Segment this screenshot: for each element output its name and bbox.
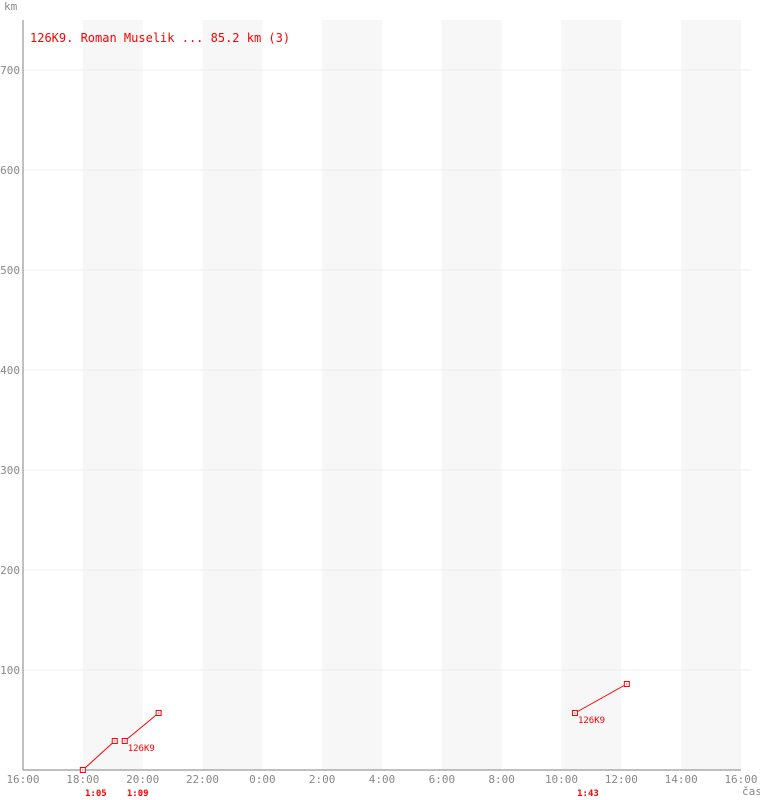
x-tick-label: 16:00 [724,773,757,786]
series-data-label: 126K9 [128,744,155,754]
y-axis-label: km [4,0,18,13]
series-line [82,740,116,771]
chart-title: 126K9. Roman Muselik ... 85.2 km (3) [30,31,290,45]
x-tick-label: 8:00 [488,773,515,786]
data-point-dot [626,683,628,685]
data-point-dot [82,769,84,771]
x-tick-label: 0:00 [249,773,276,786]
x-tick-label: 6:00 [429,773,456,786]
background-bands [82,20,741,770]
data-point-dot [114,740,116,742]
y-tick-label: 300 [0,464,20,477]
x-tick-label: 20:00 [126,773,159,786]
background-band [561,20,622,770]
y-tick-label: 700 [0,64,20,77]
duration-label: 1:43 [577,789,599,799]
data-point-dot [124,740,126,742]
grid-lines [23,69,751,671]
x-tick-label: 2:00 [309,773,336,786]
series-segment: 126K9 1:09 [121,710,162,799]
background-band [681,20,741,770]
series-line [124,712,159,742]
x-tick-label: 22:00 [186,773,219,786]
x-tick-label: 4:00 [369,773,396,786]
y-tick-label: 400 [0,364,20,377]
y-tick-label: 500 [0,264,20,277]
x-tick-label: 12:00 [605,773,638,786]
duration-label: 1:05 [85,789,107,799]
x-tick-label: 16:00 [6,773,39,786]
x-tick-label: 18:00 [66,773,99,786]
data-point-dot [574,712,576,714]
x-tick-label: 14:00 [665,773,698,786]
data-point-dot [158,712,160,714]
duration-label: 1:09 [127,789,149,799]
series-segment: 1:05 [79,738,118,799]
y-tick-label: 600 [0,164,20,177]
background-band [202,20,263,770]
background-band [322,20,382,770]
y-tick-label: 100 [0,664,20,677]
series-data-label: 126K9 [578,716,605,726]
series-segment: 126K9 1:43 [571,681,630,799]
background-band [441,20,502,770]
background-band [82,20,143,770]
series-line [574,683,628,714]
x-tick-label: 10:00 [545,773,578,786]
y-tick-label: 200 [0,564,20,577]
x-axis-label: čas [742,785,760,798]
